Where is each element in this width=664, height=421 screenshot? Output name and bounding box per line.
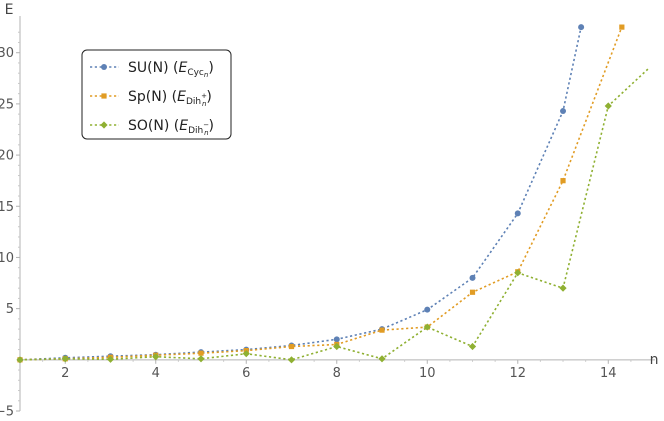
data-point	[578, 24, 585, 31]
y-tick-label: 10	[0, 251, 14, 266]
data-point	[560, 108, 567, 115]
y-tick-label: 20	[0, 149, 14, 164]
data-point	[604, 102, 612, 110]
legend-entry: SU(N) (ECycn)	[90, 60, 214, 79]
data-point	[424, 306, 431, 313]
data-point	[242, 350, 250, 358]
legend: SU(N) (ECycn) Sp(N) (EDih+ n) SO(N) (EDih− n…	[81, 49, 232, 140]
data-point	[469, 289, 476, 295]
legend-entry: SO(N) (EDih− n)	[90, 118, 214, 137]
series-line	[19, 67, 650, 361]
data-point	[197, 355, 205, 363]
series-line	[19, 26, 623, 361]
data-point	[333, 336, 340, 343]
data-point	[469, 274, 476, 281]
legend-label: SO(N) (EDih− n)	[128, 118, 214, 137]
data-point	[61, 355, 69, 363]
legend-entry: Sp(N) (EDih+ n)	[90, 89, 212, 108]
x-tick-label: 10	[419, 366, 436, 381]
legend-label: Sp(N) (EDih+ n)	[128, 89, 212, 108]
x-axis-label: n	[650, 352, 659, 368]
y-axis-label: E	[5, 2, 14, 18]
x-tick-label: 12	[509, 366, 526, 381]
data-point	[152, 353, 160, 361]
y-tick-label: 5	[6, 302, 14, 317]
series-line	[19, 26, 582, 361]
data-point	[16, 356, 24, 364]
y-tick-label: 25	[0, 97, 14, 112]
x-tick-label: 8	[333, 366, 341, 381]
data-point	[559, 284, 567, 292]
x-tick-label: 2	[61, 366, 69, 381]
data-point	[198, 350, 204, 356]
data-point	[423, 323, 431, 331]
series-so-n	[16, 67, 650, 364]
y-tick-label: 15	[0, 200, 14, 215]
legend-box	[81, 49, 232, 140]
legend-swatch-marker	[100, 121, 108, 129]
legend-swatch-marker	[101, 64, 107, 70]
legend-label: SU(N) (ECycn)	[128, 60, 214, 79]
series-layer	[16, 24, 650, 364]
x-tick-label: 6	[242, 366, 250, 381]
y-tick-label: 30	[0, 46, 14, 61]
x-tick-label: 4	[152, 366, 160, 381]
data-point	[379, 327, 385, 333]
data-point	[333, 342, 341, 351]
data-point	[288, 343, 295, 350]
data-point	[287, 356, 296, 364]
x-tick-label: 14	[600, 366, 617, 381]
data-point	[619, 24, 625, 30]
data-point	[514, 210, 521, 217]
data-point	[514, 269, 522, 277]
data-point	[468, 342, 477, 351]
legend-swatch-marker	[101, 93, 107, 99]
data-point	[560, 178, 566, 184]
y-tick-label: −5	[0, 405, 14, 420]
data-point	[378, 355, 386, 363]
data-point	[106, 355, 115, 363]
